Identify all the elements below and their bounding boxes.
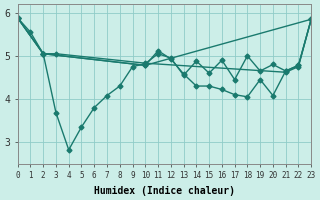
X-axis label: Humidex (Indice chaleur): Humidex (Indice chaleur) [94, 186, 235, 196]
